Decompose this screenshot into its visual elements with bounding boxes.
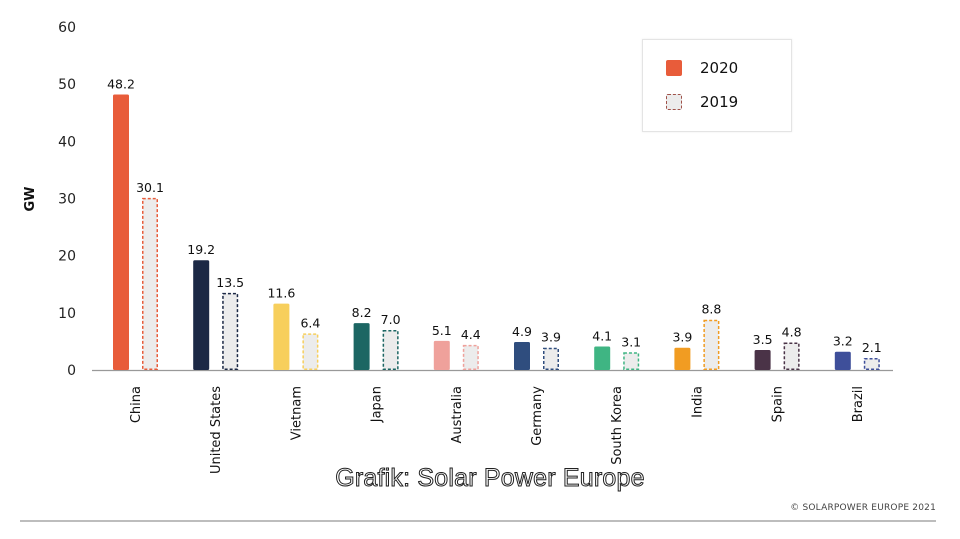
value-label: 19.2: [187, 242, 215, 257]
category-label: China: [129, 386, 144, 423]
value-label: 4.4: [461, 327, 481, 342]
bar-2019-south-korea: [623, 352, 640, 370]
category-label: Vietnam: [289, 386, 304, 440]
bar-2020-china: [113, 94, 129, 370]
value-label: 4.9: [512, 324, 532, 339]
value-label: 48.2: [107, 76, 135, 91]
category-label: Japan: [370, 386, 385, 423]
value-label: 11.6: [267, 286, 295, 301]
category-label: India: [690, 386, 705, 418]
y-tick-label: 10: [58, 306, 76, 322]
value-label: 2.1: [862, 340, 882, 355]
category-label: Brazil: [851, 386, 866, 422]
y-tick-label: 40: [58, 134, 76, 150]
value-label: 8.8: [701, 302, 721, 317]
bar-2019-germany: [543, 347, 559, 370]
y-tick-label: 0: [67, 363, 76, 379]
bar-2019-brazil: [863, 357, 880, 370]
bar-2019-australia: [462, 344, 479, 371]
legend-label: 2020: [700, 59, 739, 77]
value-label: 6.4: [300, 315, 320, 330]
category-label: Australia: [450, 386, 465, 444]
bar-2020-vietnam: [273, 303, 290, 370]
bar-2019-spain: [783, 342, 800, 370]
legend-item-2019: 2019: [666, 93, 738, 111]
bar-2019-united-states: [222, 292, 239, 371]
category-label: Germany: [530, 386, 545, 446]
value-label: 3.5: [753, 332, 773, 347]
value-label: 5.1: [432, 323, 452, 338]
bar-2019-china: [142, 197, 158, 370]
bar-2019-vietnam: [302, 333, 319, 370]
legend: 2020 2019: [642, 39, 792, 132]
bar-2020-spain: [754, 349, 771, 370]
value-label: 8.2: [352, 305, 372, 320]
category-label: Spain: [771, 386, 786, 422]
value-label: 4.8: [782, 325, 802, 340]
bar-2020-australia: [433, 340, 450, 370]
value-label: 7.0: [381, 312, 401, 327]
y-tick-label: 60: [58, 20, 76, 36]
bar-2020-india: [674, 347, 691, 370]
y-tick-label: 30: [58, 192, 76, 208]
bar-2019-japan: [382, 329, 399, 371]
legend-label: 2019: [700, 93, 739, 111]
value-label: 3.2: [833, 334, 853, 349]
divider: [20, 520, 936, 522]
y-tick-label: 50: [58, 77, 76, 93]
legend-item-2020: 2020: [666, 59, 738, 77]
category-label: South Korea: [610, 386, 625, 465]
legend-swatch-dashed: [666, 94, 682, 110]
bar-2020-germany: [514, 341, 530, 370]
y-tick-label: 20: [58, 249, 76, 265]
legend-swatch-solid: [666, 60, 682, 76]
bar-2019-india: [703, 319, 720, 370]
value-label: 3.1: [621, 334, 641, 349]
bar-2020-brazil: [834, 351, 851, 370]
category-label: United States: [209, 386, 224, 474]
value-label: 3.9: [672, 330, 692, 345]
copyright: © SOLARPOWER EUROPE 2021: [790, 503, 936, 513]
bar-2020-south-korea: [594, 346, 611, 370]
bar-2020-united-states: [193, 260, 210, 370]
value-label: 30.1: [136, 180, 164, 195]
caption: Grafik: Solar Power Europe: [335, 464, 645, 493]
value-label: 3.9: [541, 330, 561, 345]
value-label: 4.1: [592, 329, 612, 344]
y-axis-label: GW: [23, 186, 38, 211]
bar-2020-japan: [353, 323, 370, 370]
value-label: 13.5: [216, 275, 244, 290]
